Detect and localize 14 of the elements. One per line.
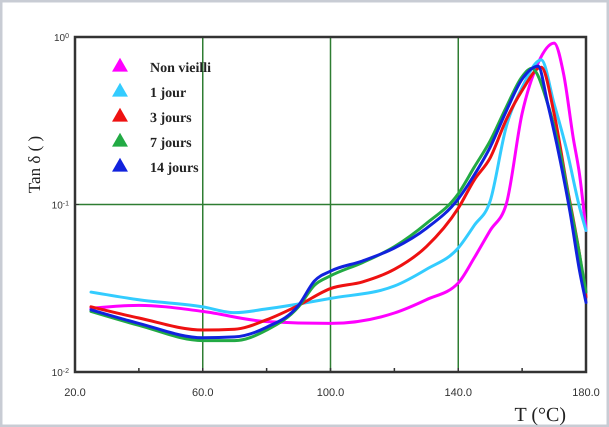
x-tick-label: 60.0 xyxy=(192,387,214,399)
legend-label: 1 jour xyxy=(150,86,186,101)
y-tick-label: 10$^{-1}$ xyxy=(52,200,70,212)
legend-label: 3 jours xyxy=(150,111,192,126)
y-tick-label: 10$^{0}$ xyxy=(54,32,70,44)
x-tick-label: 140.0 xyxy=(444,387,472,399)
y-tick-label: 10$^{-2}$ xyxy=(52,368,70,379)
legend-label: 7 jours xyxy=(150,136,192,151)
x-tick-label: 180.0 xyxy=(572,387,600,399)
x-tick-label: 100.0 xyxy=(316,387,344,399)
text: 20.0 xyxy=(64,387,86,399)
x-axis-title: T (°C) xyxy=(514,404,566,426)
y-axis-title: Tan δ ( ) xyxy=(25,136,44,194)
legend-label: 14 jours xyxy=(150,161,200,176)
